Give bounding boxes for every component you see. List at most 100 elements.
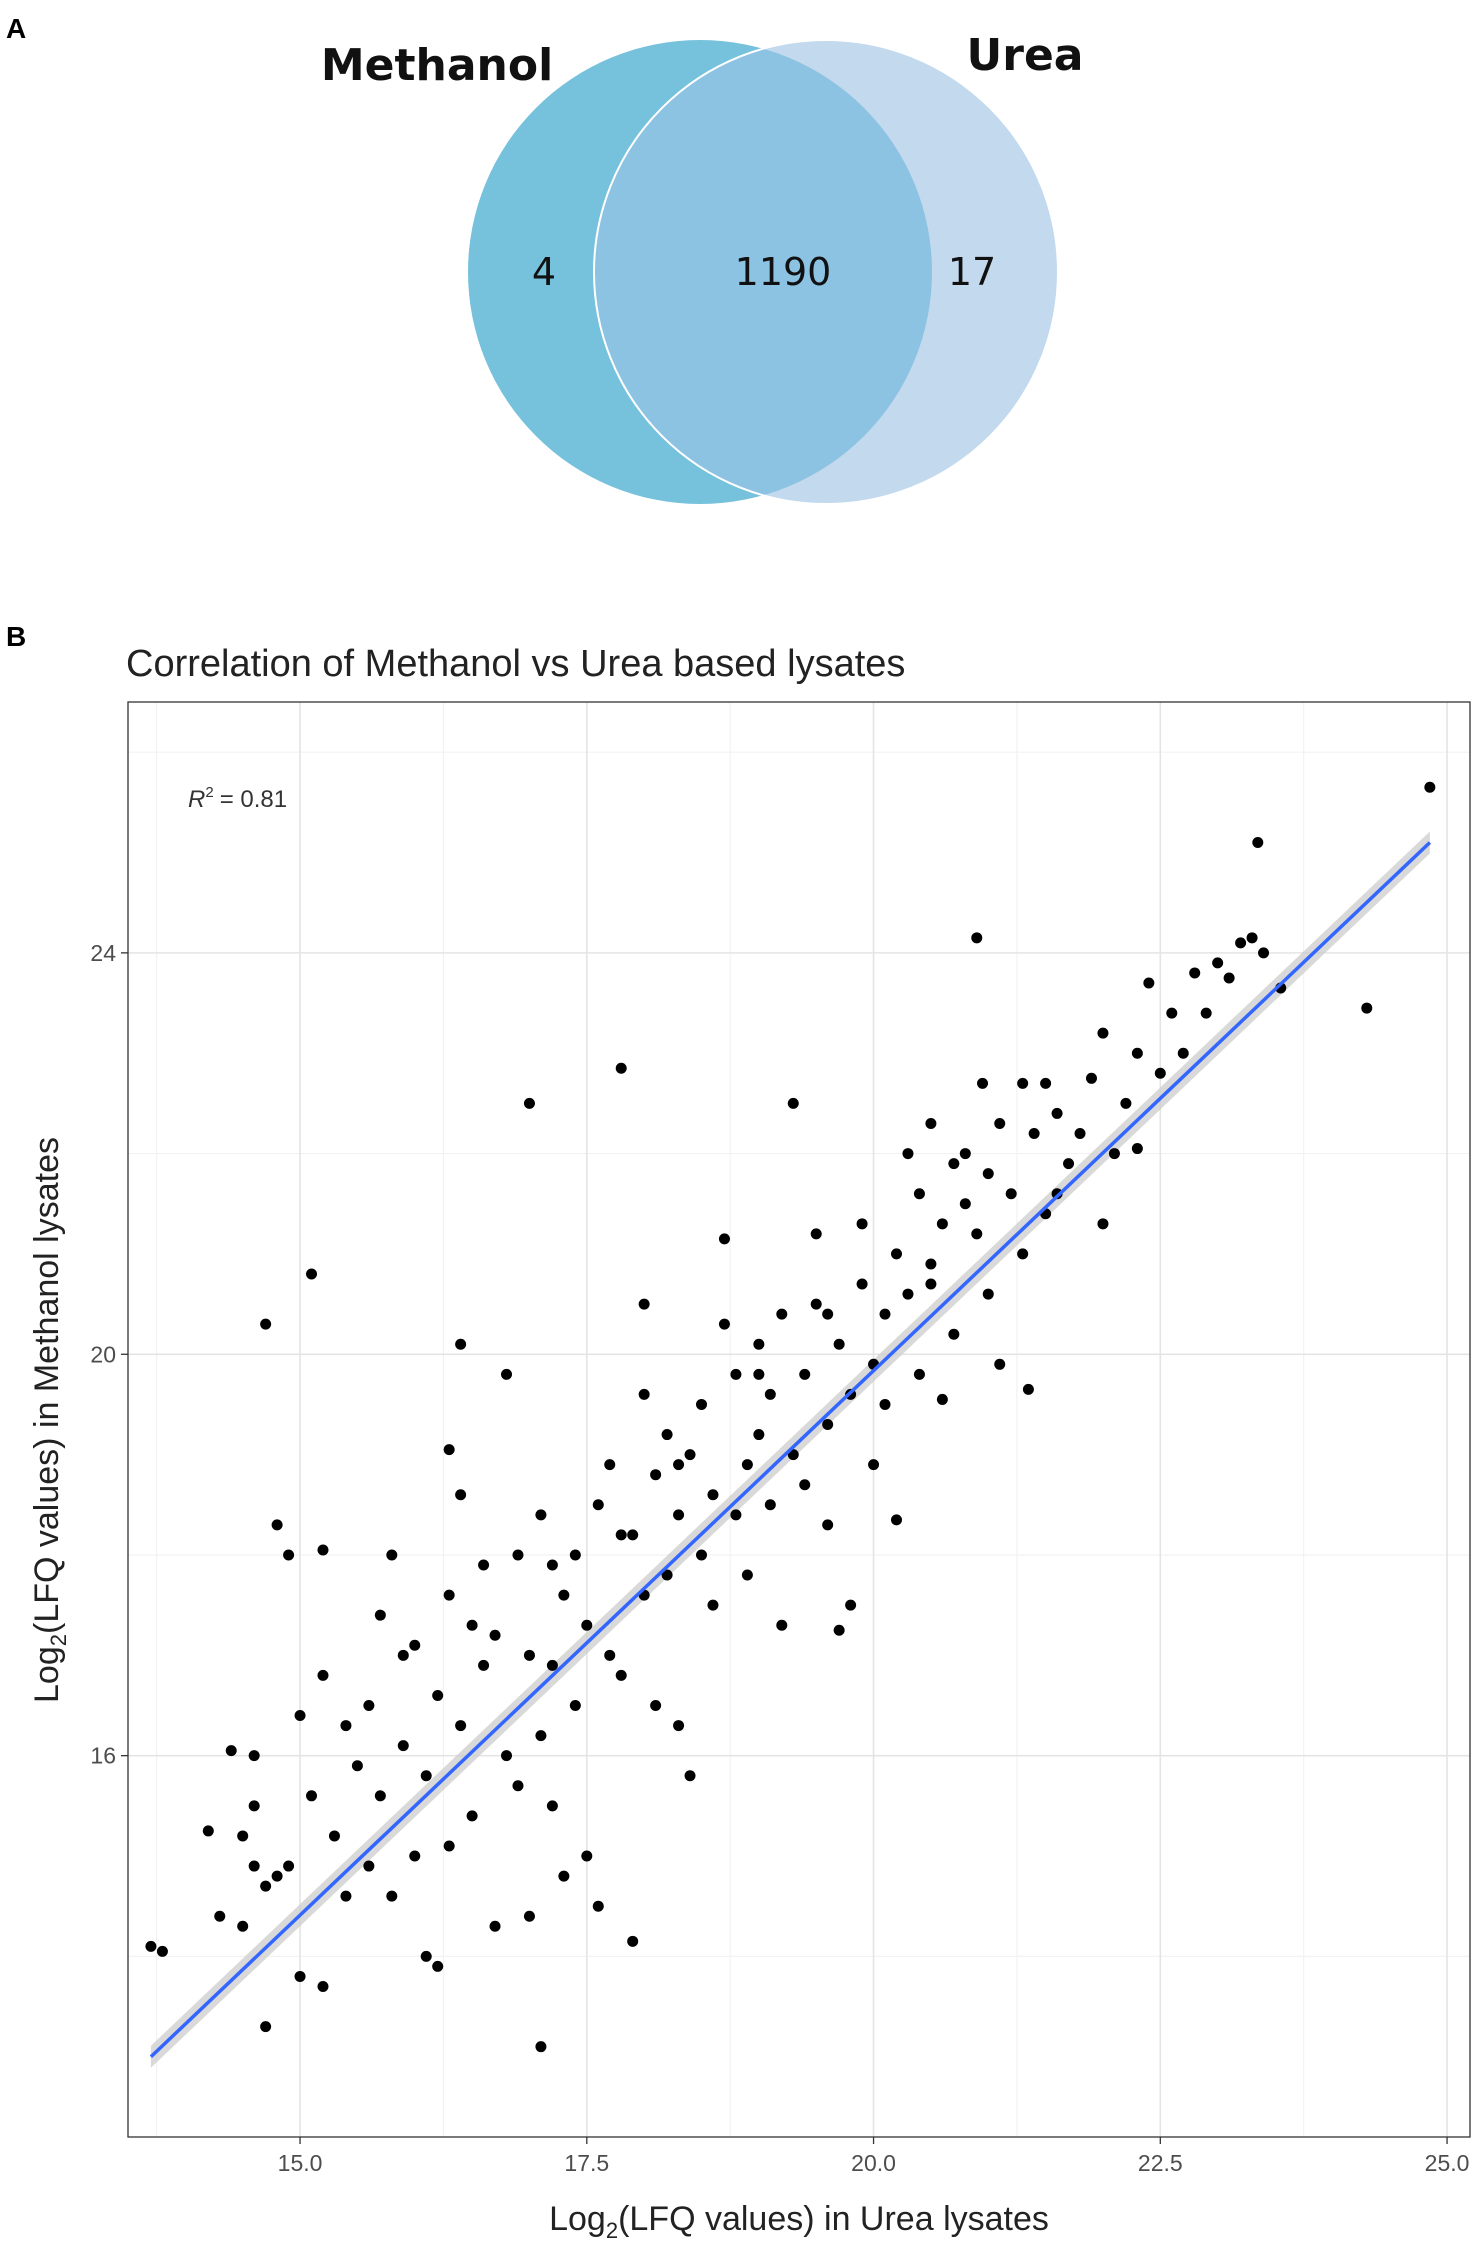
data-point: [1051, 1107, 1063, 1119]
data-point: [925, 1258, 937, 1270]
data-point: [546, 1800, 558, 1812]
data-point: [764, 1388, 776, 1400]
data-point: [145, 1940, 157, 1952]
data-point: [833, 1338, 845, 1350]
data-point: [409, 1850, 421, 1862]
data-point: [1097, 1218, 1109, 1230]
data-point: [1235, 937, 1247, 949]
data-point: [271, 1870, 283, 1882]
data-point: [1005, 1188, 1017, 1200]
data-point: [443, 1589, 455, 1601]
data-point: [879, 1308, 891, 1320]
data-point: [627, 1529, 639, 1541]
data-point: [890, 1248, 902, 1260]
data-point: [787, 1097, 799, 1109]
data-point: [730, 1509, 742, 1521]
data-point: [948, 1158, 960, 1170]
r-squared-value: = 0.81: [220, 786, 287, 813]
data-points: [145, 781, 1436, 2053]
data-point: [936, 1393, 948, 1405]
data-point: [260, 1880, 272, 1892]
data-point: [707, 1489, 719, 1501]
data-point: [317, 1669, 329, 1681]
data-point: [466, 1619, 478, 1631]
data-point: [432, 1960, 444, 1972]
data-point: [397, 1740, 409, 1752]
data-point: [1177, 1047, 1189, 1059]
data-point: [466, 1810, 478, 1822]
data-point: [730, 1368, 742, 1380]
data-point: [363, 1860, 375, 1872]
data-point: [936, 1218, 948, 1230]
x-tick-label: 22.5: [1138, 2150, 1183, 2176]
r-squared-power: 2: [205, 784, 213, 801]
data-point: [328, 1830, 340, 1842]
data-point: [306, 1790, 318, 1802]
data-point: [1131, 1143, 1143, 1155]
data-point: [776, 1619, 788, 1631]
data-point: [489, 1920, 501, 1932]
data-point: [317, 1980, 329, 1992]
data-point: [1063, 1158, 1075, 1170]
data-point: [523, 1910, 535, 1922]
data-point: [1051, 1188, 1063, 1200]
y-axis-ticks: 16 20 24: [90, 940, 128, 1769]
x-tick-label: 17.5: [564, 2150, 609, 2176]
y-tick-label: 16: [90, 1743, 116, 1769]
data-point: [581, 1619, 593, 1631]
data-point: [615, 1529, 627, 1541]
venn-count-methanol-only: 4: [532, 250, 556, 294]
data-point: [156, 1945, 168, 1957]
data-point: [673, 1509, 685, 1521]
data-point: [627, 1935, 639, 1947]
data-point: [1022, 1383, 1034, 1395]
data-point: [879, 1398, 891, 1410]
data-point: [913, 1188, 925, 1200]
data-point: [294, 1710, 306, 1722]
data-point: [340, 1890, 352, 1902]
data-point: [351, 1760, 363, 1772]
data-point: [696, 1398, 708, 1410]
data-point: [982, 1168, 994, 1180]
x-axis-ticks: 15.0 17.5 20.0 22.5 25.0: [278, 2137, 1469, 2176]
data-point: [260, 1318, 272, 1330]
data-point: [455, 1338, 467, 1350]
data-point: [374, 1790, 386, 1802]
data-point: [799, 1368, 811, 1380]
data-point: [1212, 957, 1224, 969]
data-point: [902, 1288, 914, 1300]
x-tick-label: 15.0: [278, 2150, 323, 2176]
data-point: [386, 1549, 398, 1561]
data-point: [1108, 1148, 1120, 1160]
data-point: [420, 1950, 432, 1962]
r-squared-annotation: R2 = 0.81: [188, 784, 287, 813]
data-point: [776, 1308, 788, 1320]
data-point: [845, 1599, 857, 1611]
data-point: [271, 1519, 283, 1531]
data-point: [1252, 836, 1264, 848]
y-axis-label-rest: (LFQ values) in Methanol lysates: [28, 1137, 66, 1634]
grid-minor: [128, 702, 1470, 2137]
data-point: [202, 1825, 214, 1837]
data-point: [535, 1509, 547, 1521]
data-point: [317, 1544, 329, 1556]
data-point: [673, 1459, 685, 1471]
data-point: [546, 1659, 558, 1671]
data-point: [925, 1278, 937, 1290]
data-point: [1258, 947, 1270, 959]
data-point: [948, 1328, 960, 1340]
data-point: [1424, 781, 1436, 793]
plot-panel: [128, 702, 1470, 2137]
y-axis-label: Log2(LFQ values) in Methanol lysates: [28, 1137, 71, 1703]
data-point: [523, 1097, 535, 1109]
data-point: [994, 1358, 1006, 1370]
data-point: [581, 1850, 593, 1862]
data-point: [650, 1469, 662, 1481]
data-point: [237, 1920, 249, 1932]
data-point: [856, 1278, 868, 1290]
data-point: [1085, 1072, 1097, 1084]
data-point: [1246, 932, 1258, 944]
venn-count-overlap: 1190: [735, 250, 832, 294]
data-point: [1223, 972, 1235, 984]
